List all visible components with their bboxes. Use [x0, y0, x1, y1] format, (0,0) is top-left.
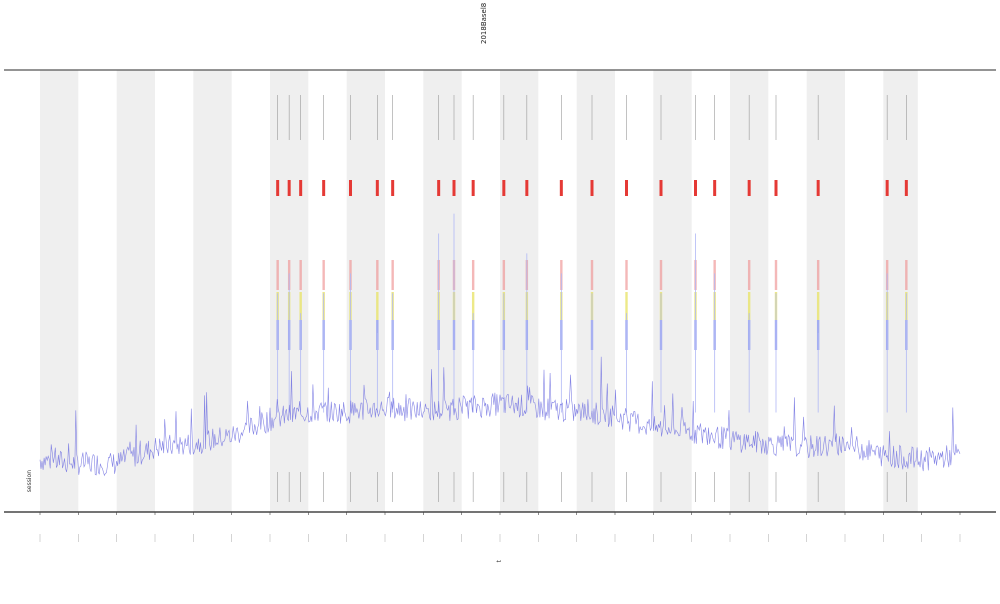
shaded-band-0: [40, 70, 79, 512]
event-pink-5: [376, 260, 379, 290]
event-red-0: [276, 180, 280, 196]
event-pink-15: [659, 260, 663, 290]
event-red-6: [391, 180, 395, 196]
event-pink-13: [590, 260, 594, 290]
shaded-band-11: [883, 70, 918, 512]
event-yellow-5: [376, 292, 379, 320]
event-red-18: [747, 180, 751, 196]
x-axis-label: t: [496, 560, 503, 563]
event-yellow-9: [471, 292, 475, 320]
event-red-7: [437, 180, 441, 196]
event-red-1: [287, 180, 291, 196]
event-red-15: [659, 180, 663, 196]
event-red-9: [471, 180, 475, 196]
shaded-band-10: [806, 70, 845, 512]
event-pink-10: [502, 260, 506, 290]
event-red-20: [816, 180, 820, 196]
series-line: [39, 356, 961, 477]
event-pink-9: [471, 260, 475, 290]
event-red-22: [904, 180, 908, 196]
event-pink-14: [625, 260, 628, 290]
event-red-21: [885, 180, 889, 196]
event-pink-6: [391, 260, 394, 290]
event-pink-19: [774, 260, 778, 290]
event-pink-3: [322, 260, 325, 290]
event-red-10: [502, 180, 506, 196]
event-red-4: [349, 180, 352, 196]
event-pink-18: [747, 260, 751, 290]
event-yellow-20: [816, 292, 820, 320]
event-red-16: [694, 180, 697, 196]
shaded-band-5: [423, 70, 462, 512]
shaded-band-7: [576, 70, 615, 512]
shaded-band-8: [653, 70, 692, 512]
event-red-14: [625, 180, 628, 196]
shaded-band-4: [346, 70, 385, 512]
shaded-band-9: [730, 70, 769, 512]
event-red-8: [452, 180, 456, 196]
event-red-2: [299, 180, 303, 196]
shaded-band-6: [500, 70, 539, 512]
event-red-3: [322, 180, 326, 196]
event-red-17: [713, 180, 717, 196]
event-yellow-14: [625, 292, 628, 320]
event-red-11: [525, 180, 529, 196]
event-red-13: [590, 180, 594, 196]
event-pink-0: [276, 260, 279, 290]
chart-title: 2018Basel8: [480, 2, 488, 44]
event-red-19: [774, 180, 778, 196]
event-red-5: [375, 180, 379, 196]
event-yellow-18: [747, 292, 751, 320]
legend: session: [26, 470, 33, 493]
event-pink-2: [299, 260, 302, 290]
event-pink-20: [816, 260, 820, 290]
event-red-12: [559, 180, 563, 196]
event-pink-22: [905, 260, 908, 290]
event-yellow-2: [299, 292, 302, 320]
